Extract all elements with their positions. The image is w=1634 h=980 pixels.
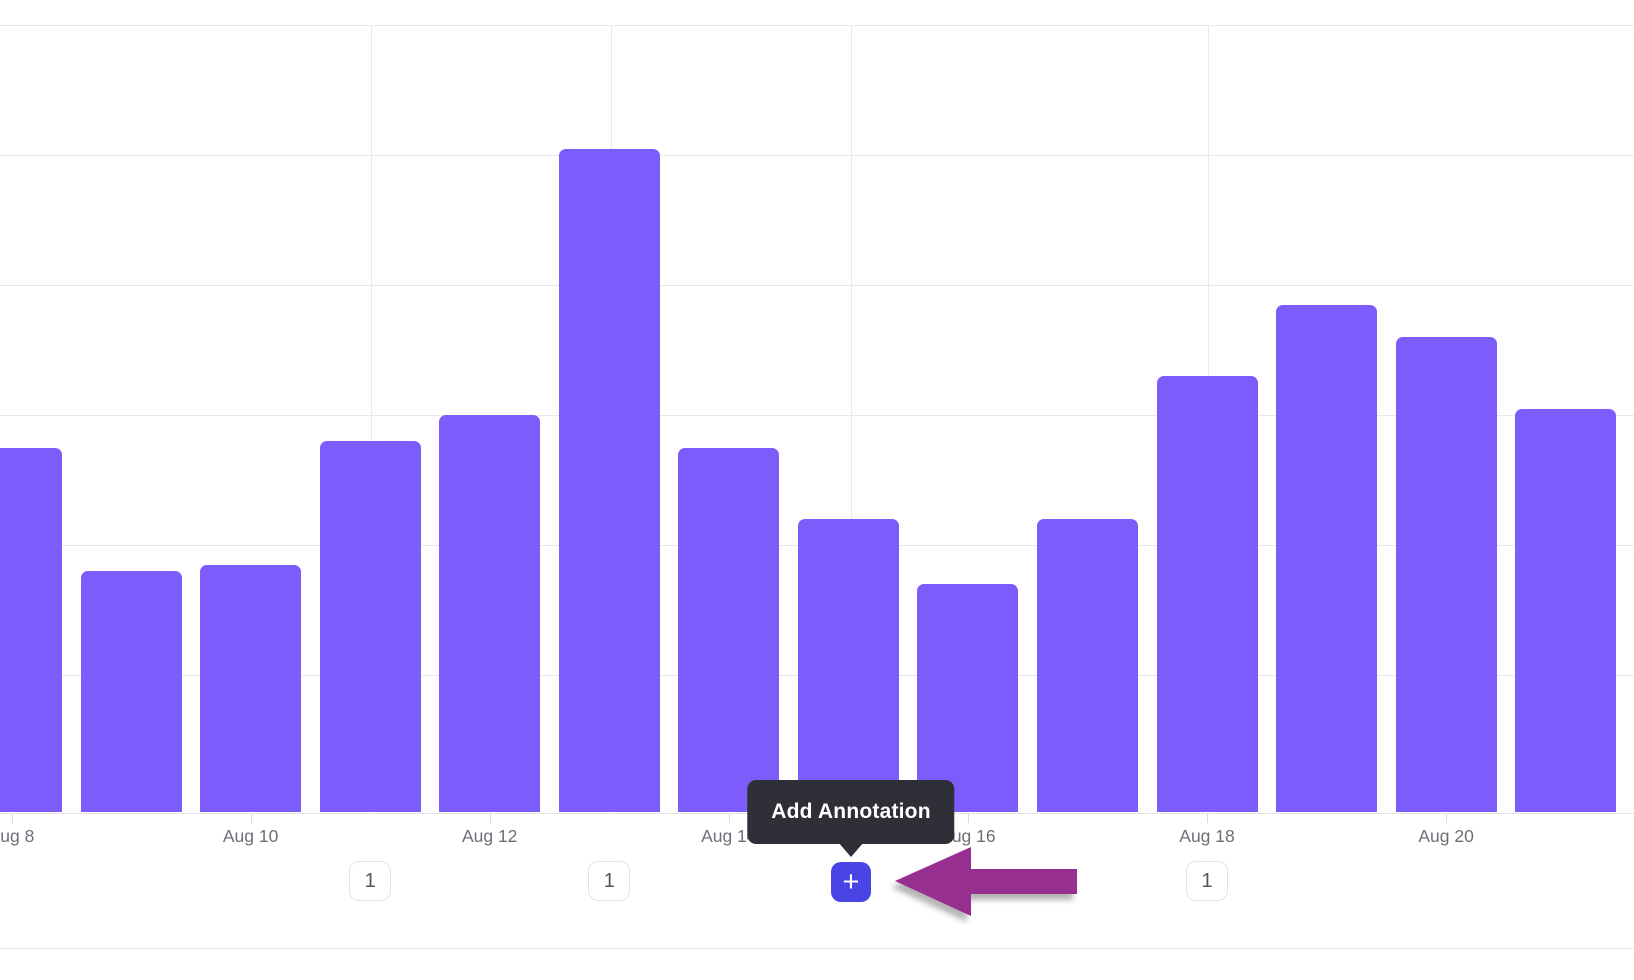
x-axis-tick [250,814,252,823]
bar-aug-10[interactable] [200,565,302,812]
x-axis-label-aug-10: Aug 10 [222,826,279,846]
bottom-separator [0,948,1634,949]
callout-arrow-shape [895,847,1077,916]
annotation-badge-aug-13[interactable]: 1 [588,861,631,901]
bar-aug-12[interactable] [439,415,541,812]
add-annotation-tooltip: Add Annotation [747,780,955,844]
bar-aug-20[interactable] [1395,337,1497,812]
horizontal-gridline [0,285,1634,286]
bar-aug-17[interactable] [1036,519,1138,812]
x-axis-tick [728,814,730,823]
bar-aug-11[interactable] [319,441,421,812]
x-axis-tick [11,814,13,823]
x-axis-tick [1446,814,1448,823]
annotation-badge-aug-11[interactable]: 1 [349,861,392,901]
horizontal-gridline [0,155,1634,156]
bar-aug-13[interactable] [558,149,660,812]
x-axis-tick [489,814,491,823]
bar-aug-15[interactable] [797,519,899,812]
x-axis-label-aug-20: Aug 20 [1418,826,1474,846]
vertical-gridline [851,25,852,813]
bar-aug-21[interactable] [1515,409,1617,812]
bar-aug-18[interactable] [1156,376,1258,812]
x-axis-tick [967,814,969,823]
add-annotation-tooltip-label: Add Annotation [771,800,931,823]
x-axis-tick [1207,814,1208,823]
bar-aug-9[interactable] [80,571,182,812]
bar-aug-16[interactable] [917,584,1019,812]
vertical-gridline [371,25,372,813]
bar-aug-8[interactable] [0,448,62,812]
annotation-badge-aug-18[interactable]: 1 [1186,861,1228,901]
x-axis-label-aug-8: Aug 8 [0,826,35,846]
add-annotation-button[interactable]: + [831,862,871,902]
horizontal-gridline [0,415,1634,416]
tooltip-pointer [838,842,864,857]
horizontal-gridline [0,25,1634,26]
x-axis-label-aug-12: Aug 12 [461,826,518,846]
bar-aug-14[interactable] [678,448,780,812]
bar-aug-19[interactable] [1276,305,1378,812]
x-axis-label-aug-18: Aug 18 [1179,826,1235,846]
x-axis-label-aug-14: Aug 14 [701,826,757,846]
